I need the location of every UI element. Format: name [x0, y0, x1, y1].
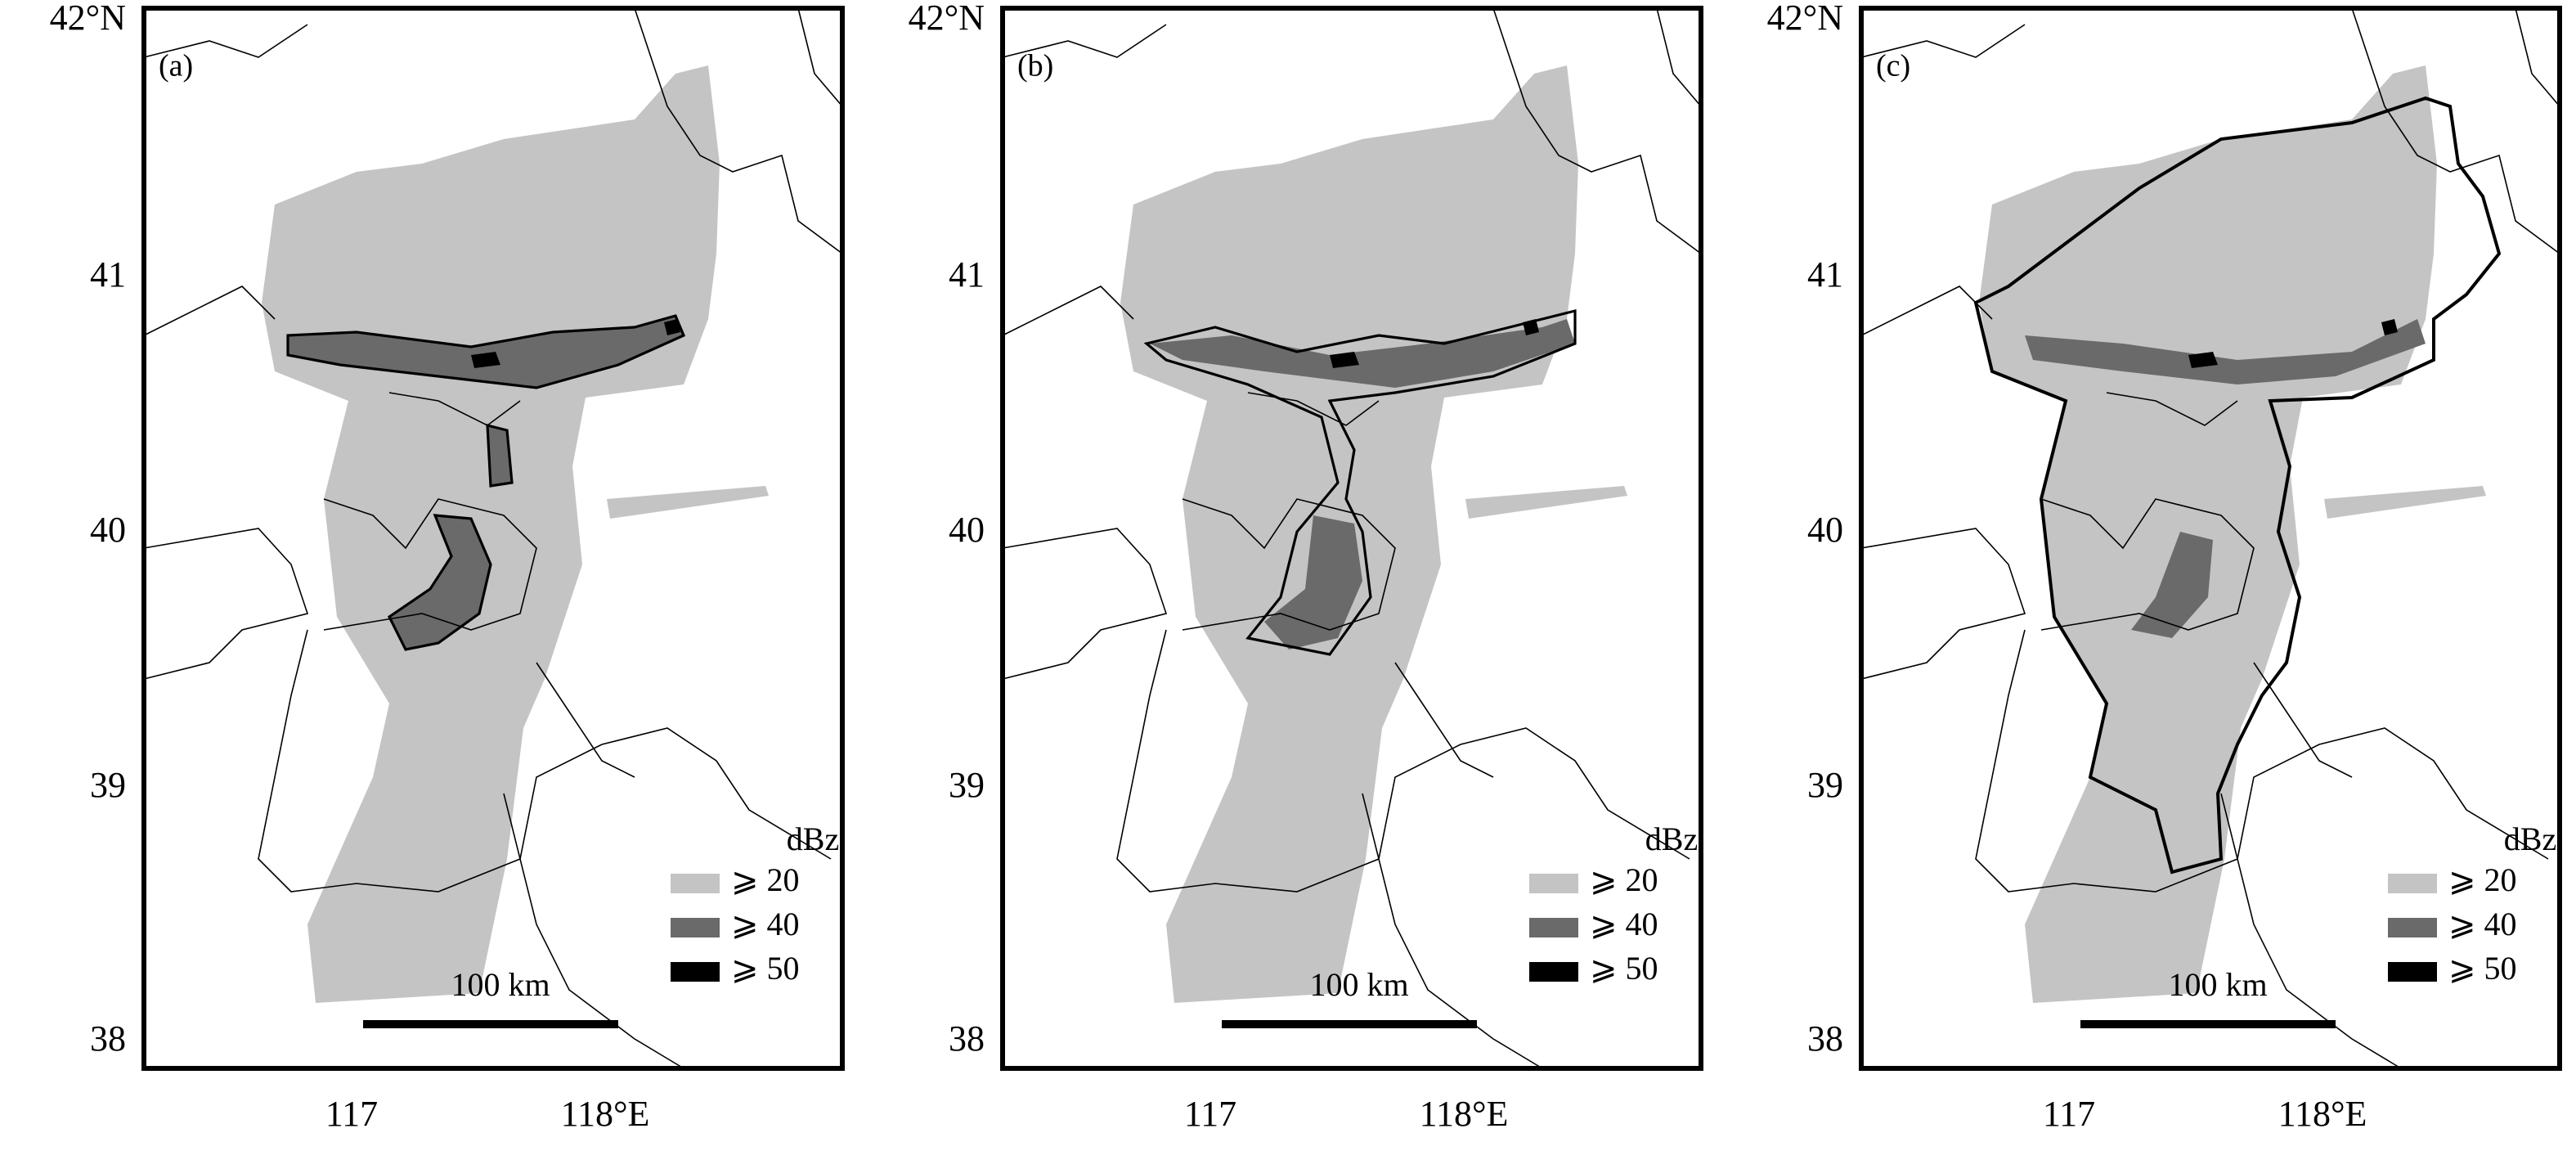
- boundary-line: [2220, 793, 2402, 1069]
- scale-label: 100 km: [451, 966, 550, 1003]
- boundary-line: [143, 24, 308, 336]
- object-contour: [1973, 96, 2502, 874]
- lat-label: 39: [1807, 765, 1843, 805]
- lon-label: 117: [2043, 1094, 2095, 1134]
- lon-label: 117: [325, 1094, 378, 1134]
- legend-swatch: [2388, 874, 2437, 893]
- legend-label: ⩾ 40: [1590, 906, 1658, 942]
- legend-label: ⩾ 50: [2448, 950, 2517, 987]
- boundary-line: [388, 7, 843, 426]
- object-contour: [1143, 308, 1577, 656]
- lat-label: 40: [90, 510, 126, 550]
- legend-swatch: [1529, 874, 1578, 893]
- boundary-line: [258, 629, 832, 892]
- panel-frame: [1000, 6, 1703, 1071]
- precip-area: [262, 65, 769, 1003]
- lat-label: 42°N: [909, 0, 985, 38]
- heavy-precip: [2025, 319, 2426, 638]
- map-content: [1002, 7, 1702, 1069]
- core-cells: [1330, 319, 1539, 368]
- lat-label: 40: [1807, 510, 1843, 550]
- lon-label: 118°E: [561, 1094, 650, 1134]
- legend-swatch: [671, 962, 720, 982]
- panel-label: (c): [1876, 49, 1910, 83]
- boundary-line: [1002, 528, 1168, 680]
- legend-label: ⩾ 40: [2448, 906, 2517, 942]
- precip-area: [1979, 65, 2486, 1003]
- boundary-line: [536, 7, 843, 778]
- legend-label: ⩾ 20: [2448, 861, 2517, 898]
- scale-label: 100 km: [1309, 966, 1408, 1003]
- legend-swatch: [2388, 962, 2437, 982]
- boundary-line: [1362, 793, 1543, 1069]
- boundary-line: [1002, 24, 1167, 336]
- panel-frame: [141, 6, 845, 1071]
- lat-label: 39: [949, 765, 985, 805]
- legend-swatch: [1529, 962, 1578, 982]
- boundary-line: [1975, 629, 2549, 892]
- map-content: [143, 7, 843, 1069]
- lat-label: 39: [90, 765, 126, 805]
- lat-label: 40: [949, 510, 985, 550]
- legend-swatch: [671, 918, 720, 937]
- panel-label: (a): [159, 49, 193, 83]
- legend-label: ⩾ 20: [731, 861, 800, 898]
- object-contour: [286, 314, 686, 651]
- map-content: [1860, 7, 2560, 1069]
- legend-title: dBz: [787, 821, 839, 857]
- boundary-line: [2106, 7, 2560, 426]
- panel-frame: [1859, 6, 2562, 1071]
- lat-label: 41: [949, 254, 985, 294]
- map-panel: (c) 42°N 41 40 39 38 117 118°E dBz ⩾ 20 ⩾ 40 ⩾ 50 10…: [1767, 0, 2562, 1134]
- boundary-line: [1860, 528, 2026, 680]
- core-cells: [2188, 319, 2398, 368]
- lat-label: 42°N: [1767, 0, 1843, 38]
- map-panel: (a) 42°N 41 40 39 38 117 118°E dBz ⩾ 20 ⩾ 40 ⩾ 50 10…: [50, 0, 845, 1134]
- lat-label: 41: [90, 254, 126, 294]
- legend-swatch: [1529, 918, 1578, 937]
- legend-title: dBz: [1645, 821, 1698, 857]
- legend-label: ⩾ 50: [1590, 950, 1658, 987]
- lat-label: 38: [949, 1018, 985, 1059]
- core-cells: [471, 319, 680, 368]
- lon-label: 118°E: [2278, 1094, 2367, 1134]
- boundary-line: [1394, 7, 1702, 778]
- legend-title: dBz: [2504, 821, 2556, 857]
- legend-label: ⩾ 40: [731, 906, 800, 942]
- lon-label: 118°E: [1420, 1094, 1509, 1134]
- legend-label: ⩾ 20: [1590, 861, 1658, 898]
- map-panel: (b) 42°N 41 40 39 38 117 118°E dBz ⩾ 20 ⩾ 40 ⩾ 50 10…: [909, 0, 1703, 1134]
- legend-swatch: [2388, 918, 2437, 937]
- boundary-line: [503, 793, 684, 1069]
- legend-swatch: [671, 874, 720, 893]
- boundary-line: [323, 498, 537, 631]
- lat-label: 41: [1807, 254, 1843, 294]
- lon-label: 117: [1184, 1094, 1236, 1134]
- lat-label: 42°N: [50, 0, 126, 38]
- boundary-line: [2040, 498, 2255, 631]
- heavy-precip: [1150, 319, 1575, 650]
- precip-area: [1120, 65, 1627, 1003]
- lat-label: 38: [1807, 1018, 1843, 1059]
- lat-label: 38: [90, 1018, 126, 1059]
- panel-label: (b): [1017, 49, 1053, 83]
- legend-label: ⩾ 50: [731, 950, 800, 987]
- boundary-line: [1116, 629, 1690, 892]
- boundary-line: [143, 528, 309, 680]
- scale-label: 100 km: [2168, 966, 2267, 1003]
